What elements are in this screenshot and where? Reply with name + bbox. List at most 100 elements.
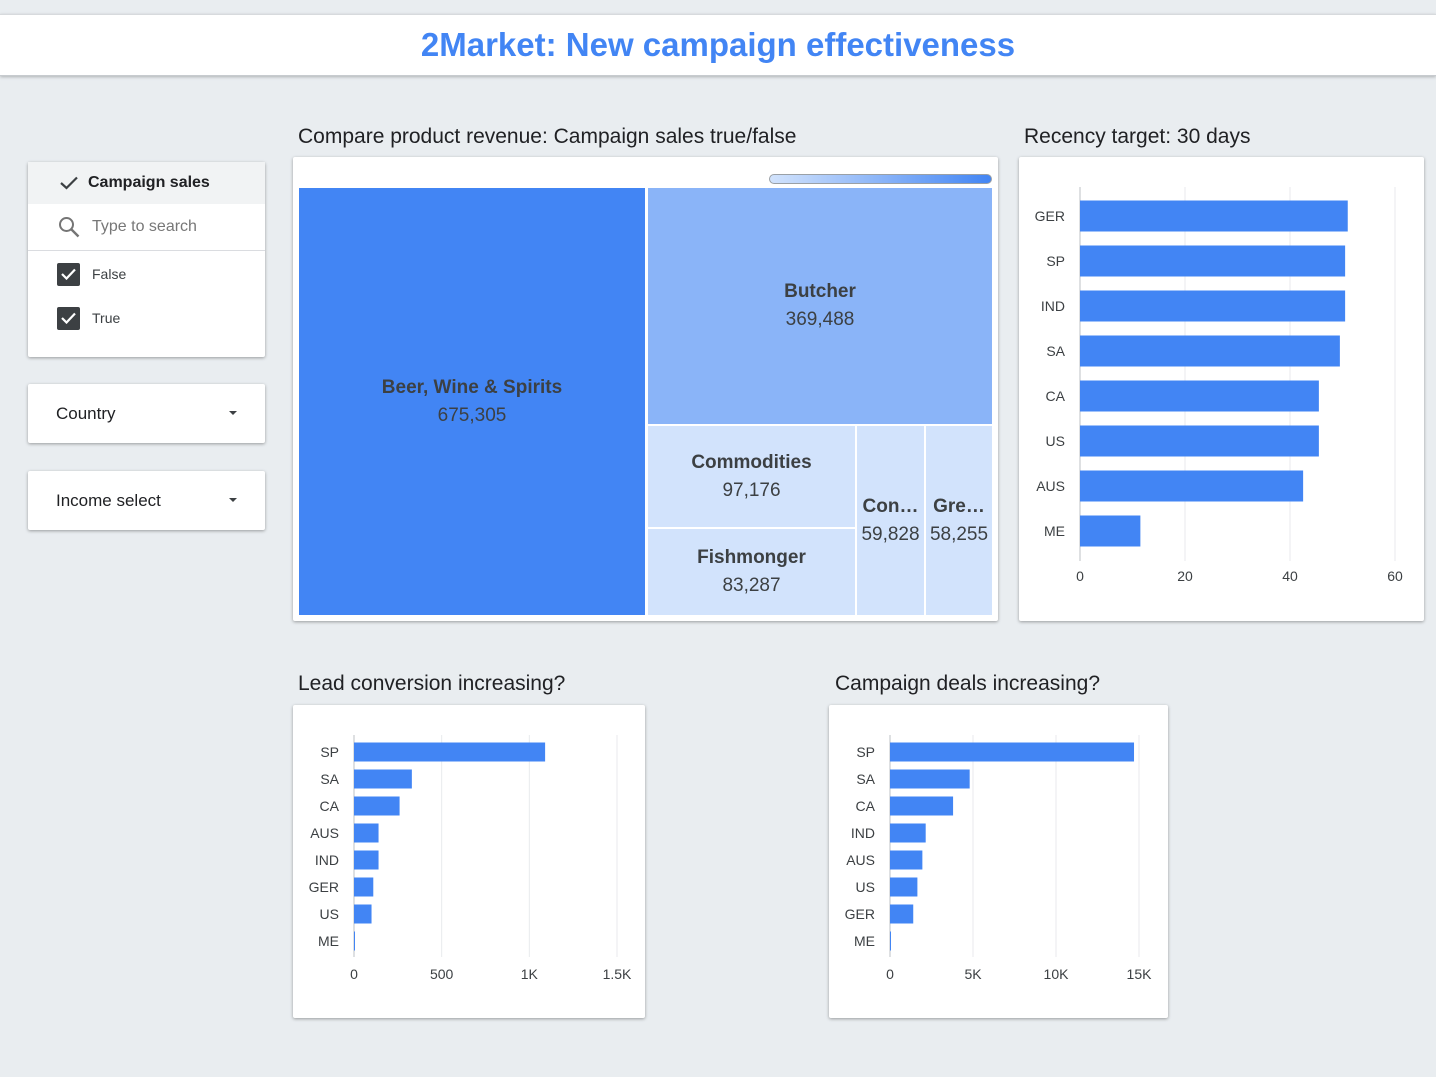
bar[interactable] <box>890 904 914 924</box>
y-category-label: AUS <box>846 852 875 868</box>
treemap-value: 58,255 <box>929 523 989 545</box>
treemap-label: Gre… <box>933 495 985 517</box>
treemap-value: 97,176 <box>722 479 781 501</box>
bar[interactable] <box>1080 515 1141 547</box>
bar[interactable] <box>354 823 379 843</box>
filter-search[interactable]: Type to search <box>28 204 265 251</box>
deals-chart-card: 0 5K 10K 15K SP SA CA IND AUS US GER ME <box>829 705 1168 1018</box>
filter-header[interactable]: Campaign sales <box>28 162 265 204</box>
y-category-label: IND <box>851 825 875 841</box>
bar[interactable] <box>354 877 374 897</box>
bar[interactable] <box>890 796 954 816</box>
x-tick-label: 5K <box>964 966 982 982</box>
y-category-label: SA <box>320 771 339 787</box>
x-tick-label: 500 <box>430 966 454 982</box>
filter-title: Campaign sales <box>88 174 210 191</box>
deals-chart-title: Campaign deals increasing? <box>835 672 1100 695</box>
treemap-cell[interactable]: Con… 59,828 <box>857 426 924 615</box>
bar[interactable] <box>354 742 546 762</box>
y-category-label: IND <box>1041 298 1065 314</box>
treemap-label: Butcher <box>784 281 856 302</box>
recency-bar-chart: 0 20 40 60 GER SP IND SA CA US AUS ME <box>1035 187 1403 584</box>
treemap-title: Compare product revenue: Campaign sales … <box>298 125 797 148</box>
y-category-label: SP <box>320 744 339 760</box>
treemap-card: Beer, Wine & Spirits 675,305 Butcher 369… <box>293 157 998 621</box>
lead-chart-title: Lead conversion increasing? <box>298 672 566 695</box>
option-label: False <box>92 266 127 282</box>
treemap-value: 59,828 <box>861 523 920 545</box>
y-category-label: AUS <box>1036 478 1065 494</box>
x-tick-label: 40 <box>1282 568 1298 584</box>
bar[interactable] <box>1080 335 1340 367</box>
lead-bar-chart: 0 500 1K 1.5K SP SA CA AUS IND GER US ME <box>309 735 632 982</box>
campaign-sales-filter[interactable]: Campaign sales Type to search False True <box>28 162 265 357</box>
bar[interactable] <box>890 877 918 897</box>
bar[interactable] <box>1080 200 1348 232</box>
y-category-label: SP <box>1046 253 1065 269</box>
caret-down-icon[interactable] <box>229 498 237 502</box>
x-tick-label: 1K <box>521 966 539 982</box>
caret-down-icon[interactable] <box>229 411 237 415</box>
treemap-label: Beer, Wine & Spirits <box>381 376 563 398</box>
y-category-label: US <box>320 906 339 922</box>
filter-option-true[interactable]: True <box>57 306 120 330</box>
y-category-label: CA <box>320 798 340 814</box>
bar[interactable] <box>1080 290 1346 322</box>
bar[interactable] <box>890 742 1135 762</box>
y-category-label: ME <box>1044 523 1065 539</box>
treemap-value: 369,488 <box>785 309 855 330</box>
bar[interactable] <box>890 931 891 951</box>
y-category-label: US <box>1046 433 1065 449</box>
y-category-label: GER <box>309 879 339 895</box>
y-category-label: CA <box>1046 388 1066 404</box>
report-header: 2Market: New campaign effectiveness <box>0 14 1436 76</box>
lead-chart-card: 0 500 1K 1.5K SP SA CA AUS IND GER US ME <box>293 705 645 1018</box>
x-tick-label: 20 <box>1177 568 1193 584</box>
y-category-label: SP <box>856 744 875 760</box>
bar[interactable] <box>354 769 412 789</box>
bar[interactable] <box>1080 425 1319 457</box>
checkbox-checked-icon[interactable] <box>57 306 80 330</box>
checkbox-checked-icon[interactable] <box>57 262 80 286</box>
deals-bar-chart: 0 5K 10K 15K SP SA CA IND AUS US GER ME <box>845 735 1153 982</box>
country-dropdown[interactable]: Country <box>28 384 265 443</box>
filter-option-false[interactable]: False <box>57 262 126 286</box>
bar[interactable] <box>354 850 379 870</box>
treemap-cell[interactable]: Butcher 369,488 <box>648 188 992 424</box>
y-category-label: SA <box>856 771 875 787</box>
bar[interactable] <box>890 823 926 843</box>
search-icon <box>58 216 80 238</box>
x-tick-label: 15K <box>1127 966 1153 982</box>
treemap-cell[interactable]: Gre… 58,255 <box>926 426 992 615</box>
y-category-label: GER <box>1035 208 1065 224</box>
treemap-cell[interactable]: Beer, Wine & Spirits 675,305 <box>299 188 645 615</box>
y-category-label: GER <box>845 906 875 922</box>
y-category-label: IND <box>315 852 339 868</box>
y-category-label: ME <box>318 933 339 949</box>
x-tick-label: 10K <box>1044 966 1070 982</box>
treemap-label: Con… <box>862 495 919 517</box>
bar[interactable] <box>1080 245 1346 277</box>
treemap-label: Commodities <box>691 451 812 473</box>
bar[interactable] <box>354 796 400 816</box>
x-tick-label: 0 <box>350 966 358 982</box>
bar[interactable] <box>890 769 970 789</box>
bar[interactable] <box>1080 380 1319 412</box>
treemap-label: Fishmonger <box>697 547 806 568</box>
bar[interactable] <box>354 931 355 951</box>
option-label: True <box>92 310 121 326</box>
y-category-label: AUS <box>310 825 339 841</box>
bar[interactable] <box>354 904 372 924</box>
treemap-value: 83,287 <box>722 575 781 596</box>
treemap-cell[interactable]: Commodities 97,176 <box>648 426 855 527</box>
treemap-cell[interactable]: Fishmonger 83,287 <box>648 529 855 615</box>
income-dropdown[interactable]: Income select <box>28 471 265 530</box>
check-icon <box>60 176 78 190</box>
x-tick-label: 0 <box>1076 568 1084 584</box>
search-input[interactable]: Type to search <box>92 218 197 235</box>
recency-chart-title: Recency target: 30 days <box>1024 125 1251 148</box>
recency-chart-card: 0 20 40 60 GER SP IND SA CA US AUS ME <box>1019 157 1424 621</box>
bar[interactable] <box>1080 470 1304 502</box>
bar[interactable] <box>890 850 923 870</box>
x-tick-label: 1.5K <box>603 966 632 982</box>
